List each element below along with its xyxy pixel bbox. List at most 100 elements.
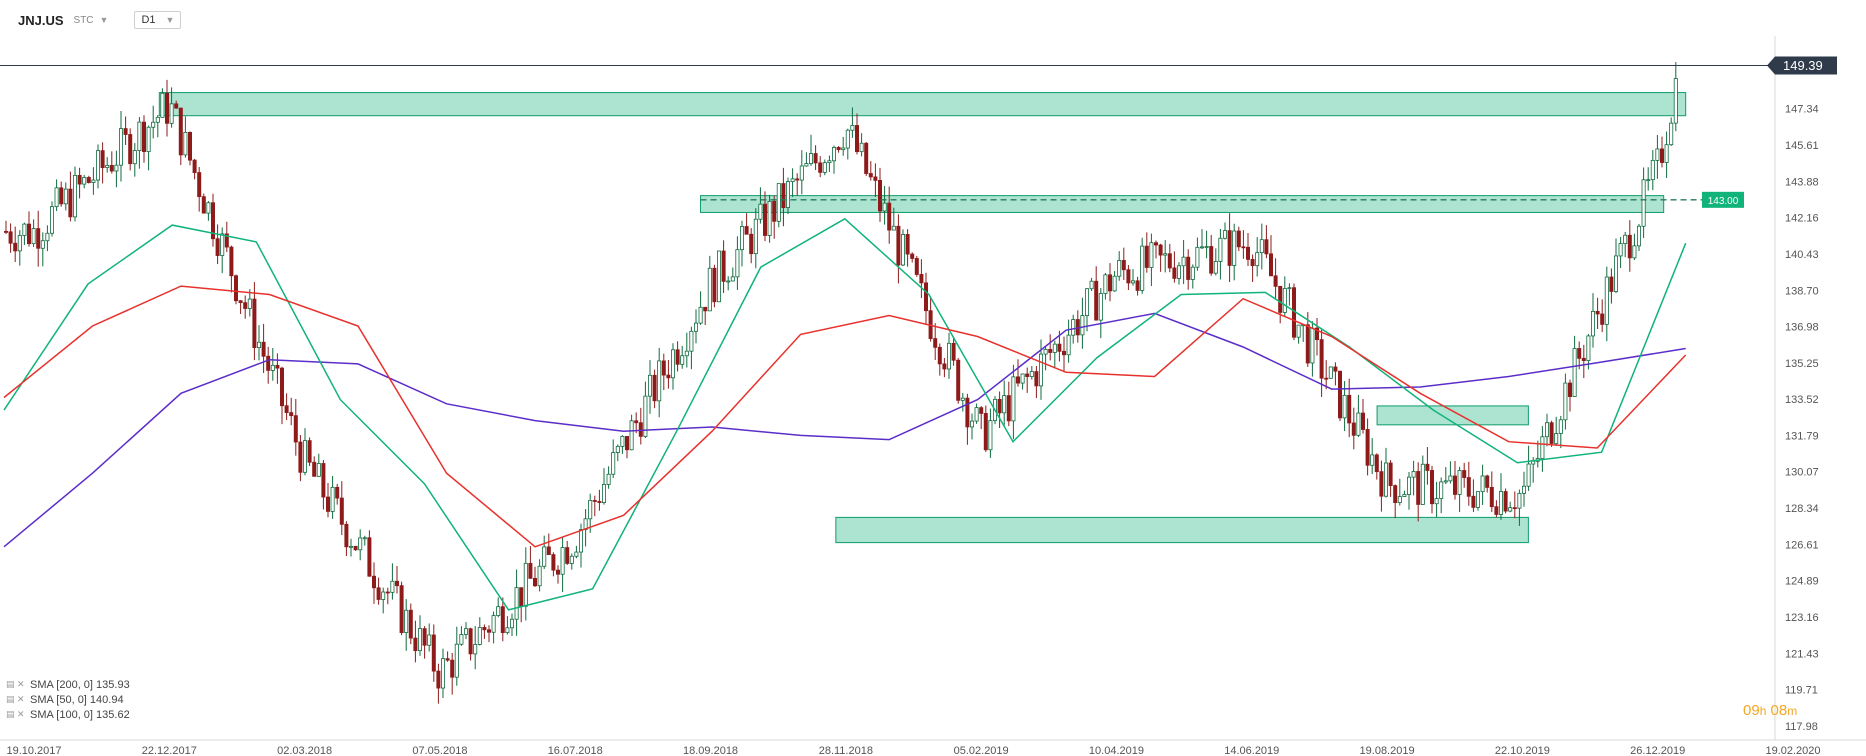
- candle-body: [183, 132, 188, 156]
- candle-body: [638, 422, 643, 437]
- candle-body: [215, 238, 220, 256]
- candle-body: [381, 591, 386, 600]
- indicator-row[interactable]: ▤ ✕ SMA [100, 0] 135.62: [6, 707, 130, 722]
- indicator-legend: ▤ ✕ SMA [200, 0] 135.93 ▤ ✕ SMA [50, 0] …: [6, 677, 130, 722]
- candle-body: [1420, 463, 1425, 505]
- candle-body: [836, 147, 841, 151]
- candle-body: [763, 203, 768, 236]
- candle-body: [1282, 288, 1287, 313]
- x-tick-label: 18.09.2018: [683, 745, 738, 756]
- candle-body: [1595, 311, 1600, 315]
- candle-body: [1365, 429, 1370, 466]
- candle-body: [588, 500, 593, 520]
- candle-body: [146, 126, 151, 153]
- candle-body: [767, 200, 772, 236]
- candle-body: [597, 501, 602, 503]
- indicator-row[interactable]: ▤ ✕ SMA [200, 0] 135.93: [6, 677, 130, 692]
- y-tick-label: 142.16: [1785, 212, 1819, 224]
- candle-body: [445, 658, 450, 661]
- candle-body: [187, 132, 192, 161]
- candle-body: [1057, 343, 1062, 352]
- candle-body: [1614, 255, 1619, 292]
- symbol-label[interactable]: JNJ.US: [18, 12, 64, 28]
- candle-body: [141, 121, 146, 153]
- candle-body: [1227, 230, 1232, 266]
- indicator-row[interactable]: ▤ ✕ SMA [50, 0] 140.94: [6, 692, 130, 707]
- timeframe-select[interactable]: D1 ▼: [134, 11, 182, 29]
- candle-body: [1397, 496, 1402, 504]
- candle-body: [942, 363, 947, 370]
- candle-body: [1466, 477, 1471, 497]
- candle-body: [321, 463, 326, 498]
- candle-body: [1255, 252, 1260, 267]
- candle-body: [77, 174, 82, 185]
- candle-body: [137, 121, 142, 151]
- candle-body: [210, 202, 215, 240]
- candle-body: [505, 627, 510, 634]
- candle-body: [353, 545, 358, 551]
- indicator-label: SMA [200, 0] 135.93: [30, 678, 130, 691]
- candle-body: [1177, 265, 1182, 279]
- candle-body: [399, 585, 404, 633]
- candle-body: [123, 128, 128, 135]
- candle-body: [36, 228, 41, 249]
- candle-body: [1241, 246, 1246, 249]
- candle-body: [1135, 280, 1140, 291]
- candle-body: [1618, 243, 1623, 257]
- candle-body: [1085, 288, 1090, 316]
- candle-body: [1016, 376, 1021, 384]
- candle-body: [786, 181, 791, 208]
- candle-body: [1508, 507, 1513, 512]
- candle-body: [1103, 274, 1108, 294]
- candle-body: [316, 463, 321, 477]
- candle-body: [804, 163, 809, 167]
- candle-body: [256, 341, 261, 348]
- candle-body: [1218, 237, 1223, 262]
- candle-body: [1089, 280, 1094, 290]
- y-tick-label: 136.98: [1785, 321, 1819, 333]
- candle-body: [1011, 376, 1016, 422]
- candle-body: [1558, 419, 1563, 434]
- chevron-down-icon[interactable]: ▼: [99, 15, 109, 25]
- candle-body: [827, 160, 832, 164]
- candle-body: [1098, 293, 1103, 321]
- candle-body: [247, 298, 252, 309]
- candle-body: [1604, 276, 1609, 325]
- candle-body: [1342, 394, 1347, 419]
- x-tick-label: 14.06.2019: [1224, 745, 1279, 756]
- indicator-settings-icon[interactable]: ▤ ✕: [6, 694, 25, 704]
- candle-body: [266, 355, 271, 371]
- candle-body: [937, 346, 942, 365]
- candle-body: [1517, 492, 1522, 509]
- candle-body: [1305, 324, 1310, 364]
- candle-body: [160, 92, 165, 118]
- x-tick-label: 19.08.2019: [1360, 745, 1415, 756]
- indicator-settings-icon[interactable]: ▤ ✕: [6, 679, 25, 689]
- candle-body: [390, 580, 395, 593]
- candle-body: [45, 232, 50, 242]
- candle-body: [1393, 485, 1398, 504]
- candle-body: [491, 615, 496, 633]
- market-label: STC: [73, 14, 94, 26]
- candle-body: [284, 405, 289, 413]
- candle-body: [1503, 491, 1508, 512]
- candle-body: [371, 575, 376, 589]
- candle-body: [1457, 470, 1462, 495]
- candle-body: [698, 306, 703, 324]
- candle-body: [910, 253, 915, 259]
- candle-body: [1186, 256, 1191, 280]
- candle-body: [924, 282, 929, 312]
- candle-body: [325, 496, 330, 512]
- candle-body: [1402, 494, 1407, 497]
- candle-body: [335, 486, 340, 499]
- candle-body: [933, 338, 938, 348]
- candle-body: [468, 628, 473, 655]
- candle-body: [1043, 348, 1048, 355]
- candle-body: [1609, 276, 1614, 292]
- candle-body: [832, 147, 837, 162]
- indicator-settings-icon[interactable]: ▤ ✕: [6, 709, 25, 719]
- candle-body: [422, 628, 427, 646]
- chart-toolbar: JNJ.US STC ▼ D1 ▼: [0, 0, 182, 40]
- candle-body: [229, 246, 234, 277]
